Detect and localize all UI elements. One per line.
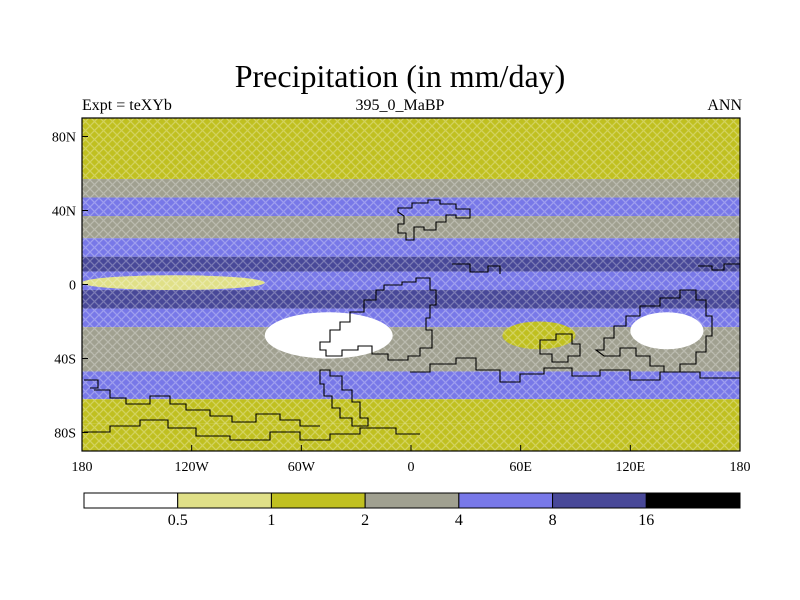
y-tick-label: 40N [52,205,76,220]
colorbar-label: 2 [361,512,369,529]
x-tick-label: 120W [175,460,210,475]
significance-hatching [82,118,740,451]
season-label: ANN [707,97,742,114]
colorbar-swatch [645,492,741,509]
coastlines [84,199,740,441]
coastline [84,419,420,441]
colorbar-label: 0.5 [168,512,188,529]
coastline [319,277,437,361]
coastline [319,369,369,427]
coastline [84,379,99,389]
x-tick-label: 60W [288,460,316,475]
colorbar-swatch [177,492,272,509]
colorbar-label: 4 [455,512,463,529]
colorbar-swatch [552,492,647,509]
colorbar: 0.5 1 2 4 8 16 [83,492,741,529]
colorbar-swatch [458,492,554,509]
experiment-label: Expt = teXYb [82,97,172,114]
y-tick-label: 80S [54,427,76,442]
colorbar-label: 1 [267,512,275,529]
x-tick-label: 180 [730,460,751,475]
coastline [397,199,471,241]
x-tick-label: 120E [616,460,646,475]
x-axis: 180 120W 60W 0 60E 120E 180 [72,445,751,475]
y-tick-label: 0 [69,279,76,294]
x-tick-label: 60E [509,460,532,475]
y-tick-label: 40S [54,353,76,368]
colorbar-swatch [364,492,460,509]
y-axis: 80N 40N 0 40S 80S [52,131,88,442]
coastline [94,389,320,427]
coastline [410,357,740,383]
chart-title: Precipitation (in mm/day) [234,58,566,94]
y-tick-label: 80N [52,131,76,146]
x-tick-label: 180 [72,460,93,475]
colorbar-swatch [83,492,179,509]
coastline [698,263,740,271]
colorbar-label: 16 [638,512,654,529]
hatch-overlay [82,118,740,451]
coastline [594,289,713,373]
coastline [452,263,501,274]
period-label: 395_0_MaBP [355,97,445,114]
coastline [539,333,581,363]
x-tick-label: 0 [408,460,415,475]
colorbar-swatch [270,492,366,509]
colorbar-label: 8 [549,512,557,529]
